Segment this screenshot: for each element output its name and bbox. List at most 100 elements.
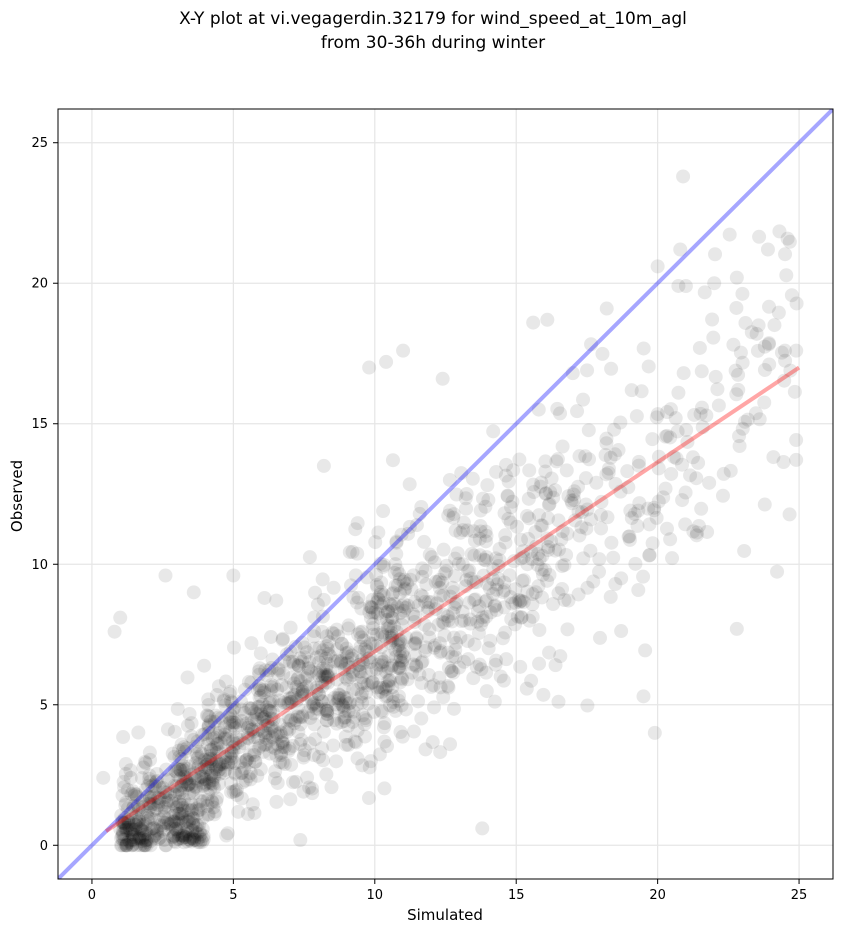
scatter-point — [223, 694, 238, 709]
scatter-point — [165, 822, 180, 837]
scatter-point — [117, 832, 132, 847]
scatter-point — [295, 635, 310, 650]
scatter-point — [561, 489, 576, 504]
scatter-point — [270, 737, 285, 752]
y-tick-label: 25 — [31, 136, 48, 151]
scatter-point — [208, 804, 223, 819]
scatter-point — [217, 692, 232, 707]
scatter-point — [142, 791, 157, 806]
scatter-point — [297, 687, 312, 702]
scatter-point — [146, 829, 161, 844]
scatter-point — [295, 708, 310, 723]
scatter-point — [398, 581, 413, 596]
scatter-point — [195, 834, 210, 849]
scatter-point — [450, 546, 465, 561]
scatter-point — [177, 769, 192, 784]
scatter-point — [341, 718, 356, 733]
scatter-point — [179, 761, 194, 776]
scatter-point — [380, 604, 395, 619]
scatter-point — [362, 605, 377, 620]
scatter-point — [460, 564, 475, 579]
scatter-point — [129, 818, 144, 833]
scatter-point — [135, 794, 150, 809]
scatter-point — [209, 760, 224, 775]
scatter-point — [782, 234, 797, 249]
scatter-point — [204, 756, 219, 771]
scatter-point — [117, 816, 132, 831]
scatter-point — [729, 300, 744, 315]
scatter-point — [356, 656, 371, 671]
scatter-point — [268, 764, 283, 779]
scatter-point — [374, 598, 389, 613]
scatter-point — [600, 510, 615, 525]
scatter-point — [599, 436, 614, 451]
scatter-point — [482, 581, 497, 596]
scatter-point — [247, 744, 262, 759]
scatter-point — [291, 658, 306, 673]
scatter-point — [118, 795, 133, 810]
scatter-point — [337, 710, 352, 725]
scatter-point — [525, 552, 540, 567]
scatter-point — [466, 524, 481, 539]
scatter-point — [496, 673, 511, 688]
scatter-point — [697, 285, 712, 300]
scatter-point — [663, 402, 678, 417]
plot-frame — [57, 108, 834, 880]
scatter-point — [186, 585, 201, 600]
scatter-point — [572, 449, 587, 464]
scatter-point — [408, 609, 423, 624]
scatter-point — [139, 834, 154, 849]
scatter-point — [446, 510, 461, 525]
scatter-point — [604, 535, 619, 550]
scatter-point — [205, 795, 220, 810]
scatter-point — [384, 661, 399, 676]
scatter-point — [398, 702, 413, 717]
scatter-point — [182, 812, 197, 827]
scatter-point — [222, 724, 237, 739]
scatter-point — [305, 781, 320, 796]
scatter-point — [767, 318, 782, 333]
scatter-point — [355, 695, 370, 710]
scatter-point — [258, 709, 273, 724]
scatter-point — [250, 768, 265, 783]
scatter-point — [262, 703, 277, 718]
scatter-point — [176, 758, 191, 773]
scatter-point — [156, 818, 171, 833]
scatter-point — [254, 707, 269, 722]
scatter-point — [491, 559, 506, 574]
scatter-point — [599, 431, 614, 446]
scatter-point — [341, 621, 356, 636]
scatter-point — [409, 659, 424, 674]
scatter-point — [138, 824, 153, 839]
scatter-point — [329, 622, 344, 637]
scatter-point — [265, 730, 280, 745]
scatter-point — [664, 466, 679, 481]
scatter-point — [129, 815, 144, 830]
scatter-point — [620, 464, 635, 479]
scatter-point — [244, 701, 259, 716]
scatter-point — [393, 661, 408, 676]
scatter-point — [394, 656, 409, 671]
scatter-point — [396, 574, 411, 589]
scatter-point — [222, 743, 237, 758]
scatter-point — [170, 701, 185, 716]
scatter-point — [555, 581, 570, 596]
scatter-point — [361, 791, 376, 806]
scatter-point — [472, 657, 487, 672]
scatter-point — [125, 822, 140, 837]
scatter-point — [320, 669, 335, 684]
scatter-point — [411, 598, 426, 613]
scatter-point — [538, 486, 553, 501]
scatter-point — [377, 629, 392, 644]
scatter-point — [601, 461, 616, 476]
scatter-point — [172, 749, 187, 764]
scatter-point — [297, 640, 312, 655]
scatter-point — [144, 822, 159, 837]
scatter-point — [129, 830, 144, 845]
scatter-point — [275, 734, 290, 749]
scatter-point — [339, 641, 354, 656]
scatter-point — [334, 715, 349, 730]
scatter-point — [658, 429, 673, 444]
scatter-point — [159, 815, 174, 830]
scatter-point — [498, 468, 513, 483]
